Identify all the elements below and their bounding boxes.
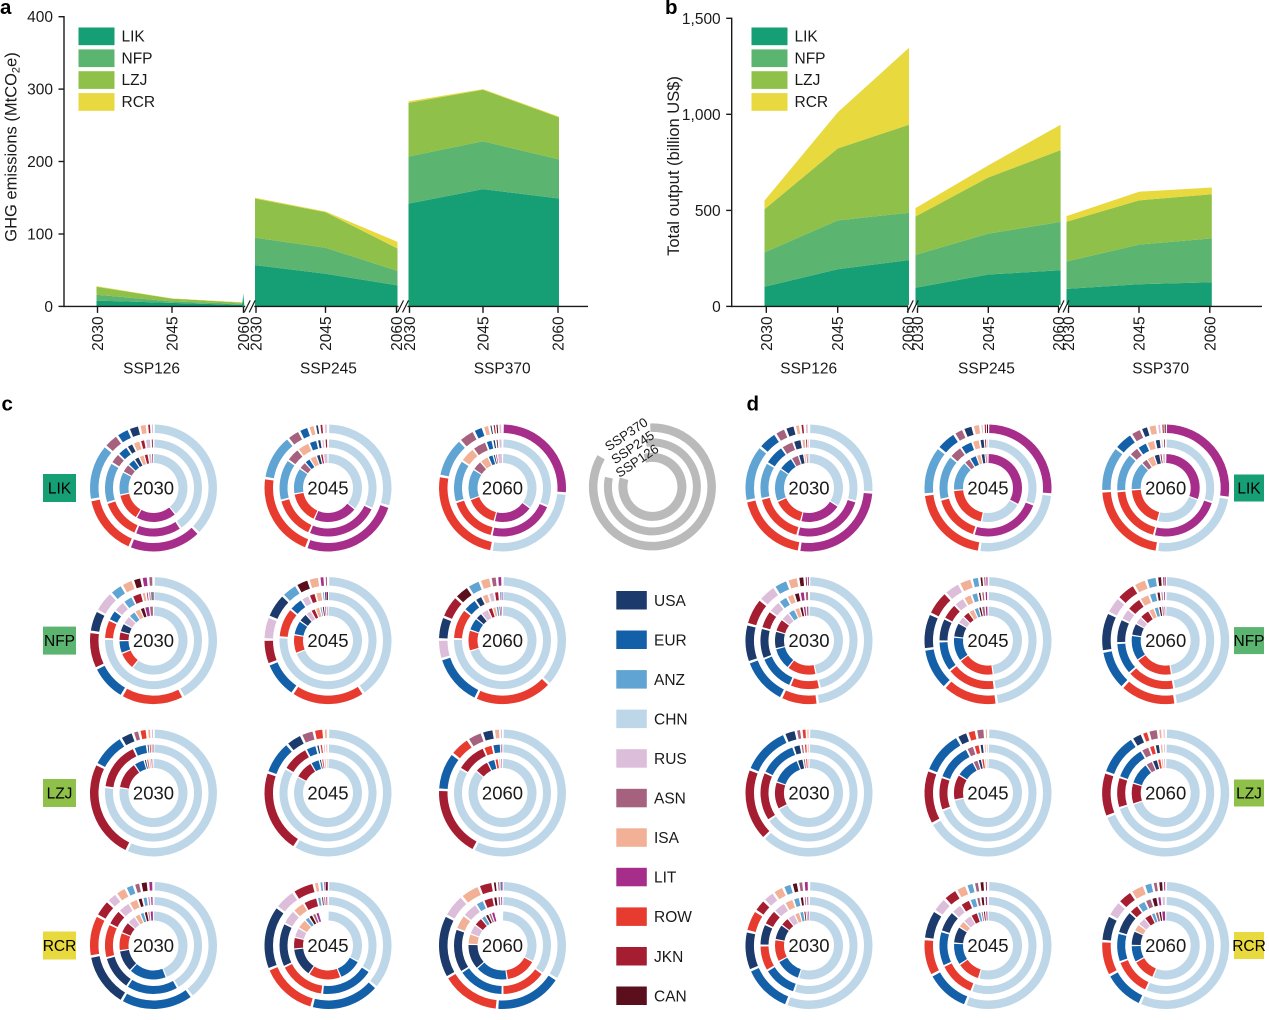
svg-text:2045: 2045 xyxy=(1132,316,1149,350)
svg-text:2030: 2030 xyxy=(90,316,107,351)
svg-text:2030: 2030 xyxy=(788,630,829,651)
svg-text:LIK: LIK xyxy=(1237,481,1261,498)
svg-text:2060: 2060 xyxy=(482,477,523,498)
svg-text:NFP: NFP xyxy=(44,633,75,650)
svg-text:2045: 2045 xyxy=(967,782,1008,803)
svg-text:RCR: RCR xyxy=(1232,938,1266,955)
svg-text:2030: 2030 xyxy=(1061,316,1078,351)
svg-text:RCR: RCR xyxy=(795,94,829,111)
svg-text:2060: 2060 xyxy=(1145,630,1186,651)
svg-text:NFP: NFP xyxy=(122,50,153,67)
svg-text:2045: 2045 xyxy=(967,477,1008,498)
svg-text:JKN: JKN xyxy=(654,949,683,966)
svg-text:Total output (billion US$): Total output (billion US$) xyxy=(665,76,683,256)
svg-text:d: d xyxy=(747,393,760,416)
svg-text:2060: 2060 xyxy=(1051,316,1068,351)
svg-text:LZJ: LZJ xyxy=(47,786,73,803)
svg-text:SSP245: SSP245 xyxy=(300,360,357,377)
svg-text:2060: 2060 xyxy=(389,316,406,351)
svg-text:LZJ: LZJ xyxy=(1236,786,1262,803)
svg-text:ANZ: ANZ xyxy=(654,672,685,689)
svg-text:2030: 2030 xyxy=(133,630,174,651)
svg-text:CHN: CHN xyxy=(654,711,688,728)
svg-text:RUS: RUS xyxy=(654,751,687,768)
svg-text:b: b xyxy=(665,0,678,19)
svg-text:2030: 2030 xyxy=(402,316,419,351)
svg-text:2045: 2045 xyxy=(307,935,348,956)
svg-text:a: a xyxy=(0,0,12,19)
svg-text:2045: 2045 xyxy=(165,316,182,350)
svg-text:SSP126: SSP126 xyxy=(780,360,837,377)
svg-text:500: 500 xyxy=(695,203,721,220)
svg-text:0: 0 xyxy=(712,299,721,316)
svg-text:2060: 2060 xyxy=(1145,477,1186,498)
svg-text:0: 0 xyxy=(44,299,53,316)
svg-text:400: 400 xyxy=(27,9,53,26)
svg-text:1,000: 1,000 xyxy=(682,107,721,124)
svg-text:2060: 2060 xyxy=(551,316,568,351)
svg-text:LZJ: LZJ xyxy=(795,72,821,89)
svg-text:2030: 2030 xyxy=(759,316,776,351)
svg-text:2045: 2045 xyxy=(967,935,1008,956)
svg-text:2030: 2030 xyxy=(133,477,174,498)
svg-text:2030: 2030 xyxy=(788,782,829,803)
svg-text:100: 100 xyxy=(27,227,53,244)
svg-text:LIK: LIK xyxy=(122,29,146,46)
svg-text:2060: 2060 xyxy=(1145,935,1186,956)
svg-text:2060: 2060 xyxy=(236,316,253,351)
svg-text:2045: 2045 xyxy=(307,630,348,651)
svg-text:NFP: NFP xyxy=(795,50,826,67)
svg-text:2045: 2045 xyxy=(981,316,998,350)
svg-text:LIK: LIK xyxy=(795,29,819,46)
svg-text:1,500: 1,500 xyxy=(682,11,721,28)
svg-text:SSP245: SSP245 xyxy=(958,360,1015,377)
svg-text:LZJ: LZJ xyxy=(122,72,148,89)
svg-text:2060: 2060 xyxy=(482,630,523,651)
svg-text:SSP370: SSP370 xyxy=(1132,360,1189,377)
svg-text:2045: 2045 xyxy=(967,630,1008,651)
svg-text:2060: 2060 xyxy=(1145,782,1186,803)
svg-text:EUR: EUR xyxy=(654,632,687,649)
svg-text:300: 300 xyxy=(27,82,53,99)
svg-text:2045: 2045 xyxy=(307,782,348,803)
svg-text:2030: 2030 xyxy=(910,316,927,351)
svg-text:2045: 2045 xyxy=(830,316,847,350)
svg-text:SSP126: SSP126 xyxy=(123,360,180,377)
svg-text:USA: USA xyxy=(654,593,687,610)
svg-text:ROW: ROW xyxy=(654,909,692,926)
svg-text:2060: 2060 xyxy=(482,782,523,803)
svg-text:2030: 2030 xyxy=(788,935,829,956)
svg-text:2030: 2030 xyxy=(133,935,174,956)
svg-text:CAN: CAN xyxy=(654,988,687,1005)
svg-text:RCR: RCR xyxy=(122,94,156,111)
svg-text:2030: 2030 xyxy=(249,316,266,351)
svg-text:2045: 2045 xyxy=(476,316,493,350)
svg-text:GHG emissions (MtCO2e): GHG emissions (MtCO2e) xyxy=(3,52,23,241)
svg-text:200: 200 xyxy=(27,154,53,171)
svg-text:ISA: ISA xyxy=(654,830,680,847)
svg-text:2030: 2030 xyxy=(788,477,829,498)
svg-text:NFP: NFP xyxy=(1234,633,1265,650)
svg-text:2060: 2060 xyxy=(482,935,523,956)
svg-text:2030: 2030 xyxy=(133,782,174,803)
svg-text:2045: 2045 xyxy=(307,477,348,498)
svg-text:LIT: LIT xyxy=(654,870,677,887)
svg-text:2060: 2060 xyxy=(1202,316,1219,351)
svg-text:LIK: LIK xyxy=(48,481,72,498)
svg-text:2060: 2060 xyxy=(900,316,917,351)
svg-text:ASN: ASN xyxy=(654,791,686,808)
svg-text:RCR: RCR xyxy=(43,938,77,955)
svg-text:SSP370: SSP370 xyxy=(474,360,531,377)
svg-text:2045: 2045 xyxy=(318,316,335,350)
svg-text:c: c xyxy=(2,393,13,416)
